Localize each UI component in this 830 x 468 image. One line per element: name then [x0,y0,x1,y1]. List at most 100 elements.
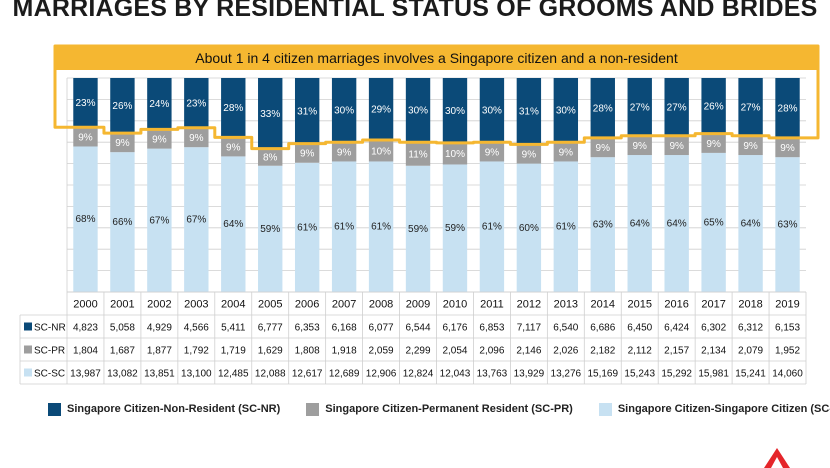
label-sc-sc: 63% [778,220,798,231]
row-label: SC-SC [34,369,65,380]
label-sc-nr: 31% [519,107,539,118]
legend-label-sc-pr: Singapore Citizen-Permanent Resident (SC… [325,403,573,415]
table-cell: 6,853 [479,323,504,334]
table-cell: 6,424 [664,323,689,334]
label-sc-sc: 65% [704,217,724,228]
bar-sc-pr [701,133,726,153]
legend-item-sc-pr: Singapore Citizen-Permanent Resident (SC… [306,402,573,416]
bar-sc-sc [664,155,689,292]
label-sc-sc: 59% [408,224,428,235]
label-sc-sc: 61% [297,222,317,233]
bar-sc-sc [442,164,468,292]
legend: Singapore Citizen-Non-Resident (SC-NR) S… [48,400,830,418]
bar-sc-pr [73,127,98,147]
bar-sc-sc [147,148,172,292]
table-cell: 1,918 [332,346,357,357]
x-tick-label: 2000 [73,299,97,311]
label-sc-pr: 9% [115,138,130,149]
table-cell: 1,629 [258,346,283,357]
table-cell: 13,082 [107,369,138,380]
x-tick-label: 2011 [480,299,504,311]
label-sc-pr: 8% [263,153,278,164]
bar-sc-nr [184,78,209,128]
table-cell: 13,929 [514,369,545,380]
label-sc-sc: 64% [667,219,687,230]
highlight-outline [53,44,820,151]
bar-sc-pr [553,142,579,162]
table-cell: 12,043 [440,369,471,380]
label-sc-sc: 59% [445,223,465,234]
table-cell: 5,411 [221,323,246,334]
bar-sc-sc [110,152,135,292]
label-sc-pr: 10% [371,146,391,157]
legend-swatch-sc-pr [306,402,320,416]
label-sc-pr: 9% [78,132,93,143]
bar-sc-nr [627,78,652,136]
row-label: SC-PR [34,346,65,357]
highlight-box: About 1 in 4 citizen marriages involves … [53,44,820,151]
label-sc-pr: 9% [485,147,500,158]
label-sc-sc: 64% [741,219,761,230]
bar-sc-nr [147,78,172,130]
bar-sc-pr [110,133,135,153]
table-cell: 15,243 [624,369,655,380]
label-sc-sc: 64% [223,219,243,230]
label-sc-sc: 63% [593,220,613,231]
bar-sc-pr [294,143,320,163]
row-swatch [24,368,32,377]
table-cell: 6,544 [406,323,431,334]
label-sc-pr: 9% [152,134,167,145]
x-tick-label: 2004 [221,299,245,311]
table-cell: 14,060 [772,369,803,380]
bar-sc-pr [479,142,505,162]
x-tick-label: 2009 [406,299,430,311]
bar-sc-sc [775,157,800,292]
x-tick-label: 2019 [775,299,799,311]
label-sc-nr: 30% [334,106,354,117]
annotation-banner [55,46,818,70]
table-cell: 2,157 [664,346,689,357]
label-sc-sc: 61% [371,222,391,233]
table-cell: 6,153 [775,323,800,334]
bar-sc-pr [258,148,283,166]
table-cell: 15,292 [661,369,692,380]
label-sc-sc: 66% [112,217,132,228]
label-sc-sc: 68% [75,214,95,225]
label-sc-pr: 9% [706,139,721,150]
bar-sc-nr [701,78,726,134]
label-sc-nr: 27% [630,102,650,113]
bar-sc-sc [368,161,394,292]
table-cell: 13,987 [70,369,101,380]
label-sc-pr: 11% [408,149,427,160]
table-cell: 13,100 [181,369,212,380]
table-cell: 2,134 [701,346,726,357]
x-tick-label: 2001 [110,299,134,311]
table-cell: 6,353 [295,323,320,334]
table-cell: 1,877 [147,346,172,357]
label-sc-pr: 9% [337,147,352,158]
table-cell: 4,823 [73,323,98,334]
label-sc-nr: 27% [741,102,761,113]
bar-sc-pr [368,140,394,162]
bar-sc-pr [221,137,246,157]
label-sc-nr: 26% [704,101,724,112]
label-sc-nr: 28% [778,103,798,114]
table-cell: 6,302 [701,323,726,334]
bar-sc-pr [184,127,209,148]
legend-label-sc-nr: Singapore Citizen-Non-Resident (SC-NR) [67,403,281,415]
label-sc-sc: 64% [630,219,650,230]
bar-sc-pr [147,129,172,149]
annotation-text: About 1 in 4 citizen marriages involves … [195,50,678,66]
label-sc-pr: 9% [559,147,574,158]
label-sc-nr: 23% [186,98,206,109]
bar-sc-sc [627,155,652,292]
table-cell: 4,929 [147,323,172,334]
bar-sc-pr [590,137,615,158]
table-cell: 7,117 [517,323,542,334]
label-sc-nr: 30% [482,106,502,117]
grid-lines [66,77,806,293]
label-sc-nr: 26% [112,101,132,112]
table-cell: 1,719 [221,346,246,357]
label-sc-pr: 9% [780,143,795,154]
label-sc-nr: 23% [75,98,95,109]
